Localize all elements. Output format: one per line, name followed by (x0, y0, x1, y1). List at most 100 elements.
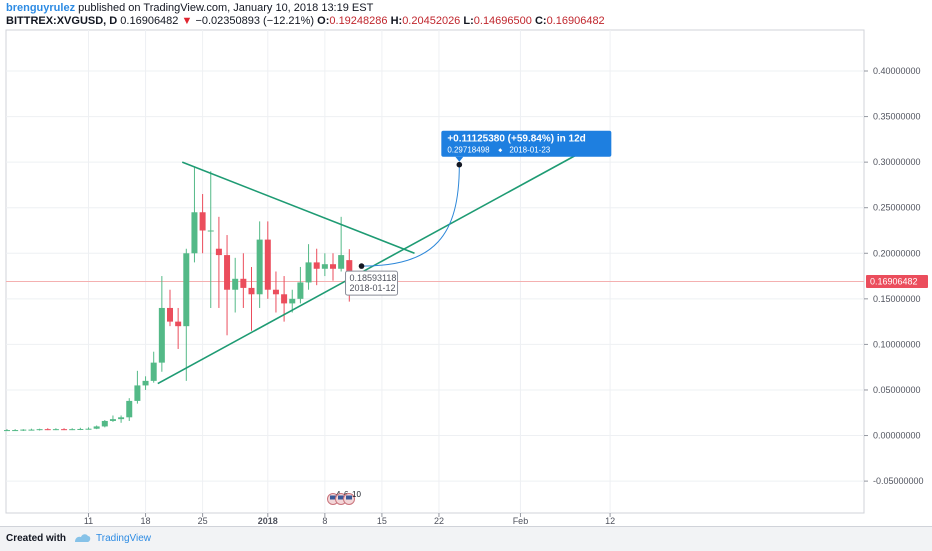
price-axis[interactable]: 0.40000000 0.35000000 0.30000000 0.25000000… (864, 66, 924, 486)
candle-body (297, 282, 304, 299)
candle-body (134, 385, 141, 401)
x-tick-label: 18 (141, 516, 151, 526)
end-label-change: +0.11125380 (+59.84%) in 12d (447, 134, 585, 145)
tradingview-logo-icon (75, 534, 91, 542)
projection-start-label: 0.18593118 2018-01-12 (345, 270, 399, 296)
end-label-separator: ◆ (498, 148, 502, 154)
y-tick-label: -0.05000000 (873, 476, 924, 486)
end-label-pointer (455, 156, 464, 162)
y-tick-label: 0.05000000 (873, 385, 921, 395)
y-tick-label: 0.15000000 (873, 294, 921, 304)
x-tick-label: 2018 (258, 516, 278, 526)
candle-body (126, 400, 133, 418)
projection-end-label: +0.11125380 (+59.84%) in 12d 0.29718498 … (441, 130, 612, 162)
candle-body (85, 428, 92, 430)
candle-body (264, 239, 271, 290)
candle-body (183, 253, 190, 327)
last-price: 0.16906482 (120, 15, 179, 27)
start-label-box (345, 270, 399, 296)
candle-body (281, 294, 288, 304)
down-triangle-icon: ▼ (181, 15, 193, 27)
chart-canvas[interactable]: 0.18593118 2018-01-12 +0.11125380 (+59.8… (0, 0, 932, 526)
close-label: C: (534, 15, 547, 27)
triangle-upper-trendline[interactable] (181, 161, 415, 255)
candle-body (313, 262, 320, 269)
end-label-price: 0.29718498 (447, 146, 490, 155)
candle-body (191, 212, 198, 254)
price-change: −0.02350893 (−12.21%) (195, 15, 315, 27)
current-price-tag: 0.16906482 (866, 274, 928, 288)
gridlines (6, 30, 864, 513)
candle-body (338, 255, 345, 269)
footer: Created with TradingView (0, 526, 932, 551)
candle-body (4, 430, 10, 432)
projection-start-point[interactable] (358, 263, 365, 269)
symbol-label[interactable]: BITTREX:XVGUSD, D (6, 15, 118, 27)
candle-body (175, 321, 182, 327)
candle-body (167, 307, 173, 322)
x-tick-label: 15 (377, 516, 387, 526)
x-tick-label: 8 (322, 516, 327, 526)
candle-body (289, 298, 296, 304)
low-label: L: (463, 15, 474, 27)
candle-body (256, 239, 263, 295)
published-text: published on TradingView.com, January 10… (78, 2, 374, 14)
y-tick-label: 0.00000000 (873, 431, 921, 441)
y-tick-label: 0.40000000 (873, 66, 921, 76)
plot-area[interactable] (5, 29, 865, 514)
candle-body (44, 429, 51, 431)
candle-body (36, 429, 43, 431)
projection-end-point[interactable] (456, 161, 463, 168)
candle-body (330, 264, 336, 269)
candle-body (69, 429, 76, 431)
x-tick-label: 11 (84, 516, 93, 526)
price-tag-text: 0.16906482 (870, 276, 918, 286)
projection-curve[interactable] (361, 164, 460, 267)
start-label-price: 0.18593118 (350, 273, 397, 283)
open-label: O: (317, 15, 330, 27)
candle-body (248, 287, 255, 295)
x-tick-label: Feb (513, 516, 529, 526)
candle-body (52, 429, 59, 431)
time-axis[interactable]: 11 18 25 2018 8 15 22 Feb 12 (84, 513, 615, 526)
candle-body (20, 429, 27, 431)
price-tag-box (866, 274, 928, 288)
open-value: 0.19248286 (329, 15, 388, 27)
candle-body (240, 278, 247, 288)
triangle-lower-trendline[interactable] (157, 151, 582, 385)
low-value: 0.14696500 (473, 15, 532, 27)
candle-body (207, 230, 214, 232)
event-count: 10 (352, 490, 361, 499)
chart-header: brenguyrulez published on TradingView.co… (6, 2, 926, 30)
created-with-label: Created with (6, 533, 67, 544)
candle-body (321, 264, 328, 269)
candle-body (142, 380, 149, 386)
start-label-date: 2018-01-12 (350, 283, 396, 293)
y-tick-label: 0.35000000 (873, 112, 921, 122)
author-link[interactable]: brenguyrulez (6, 2, 76, 14)
candle-body (12, 430, 19, 432)
candle-body (158, 307, 165, 363)
close-value: 0.16906482 (546, 15, 605, 27)
candle-body (199, 212, 206, 231)
candle-body (272, 289, 279, 295)
flag-canton (338, 495, 344, 500)
candle-body (305, 262, 312, 283)
y-tick-label: 0.30000000 (873, 157, 921, 167)
tradingview-brand[interactable]: TradingView (96, 533, 152, 544)
candle-body (93, 426, 100, 429)
candle-body (150, 362, 157, 381)
x-tick-label: 25 (198, 516, 208, 526)
x-tick-label: 22 (434, 516, 444, 526)
events-badge[interactable]: 4610 (327, 490, 362, 505)
candle-body (109, 419, 116, 421)
candle-body (118, 417, 125, 420)
candle-body (28, 429, 35, 431)
candle-body (77, 428, 84, 430)
end-label-date: 2018-01-23 (509, 146, 550, 155)
high-label: H: (390, 15, 403, 27)
y-tick-label: 0.10000000 (873, 339, 921, 349)
y-tick-label: 0.20000000 (873, 248, 921, 258)
high-value: 0.20452026 (402, 15, 461, 27)
candle-body (232, 278, 239, 290)
